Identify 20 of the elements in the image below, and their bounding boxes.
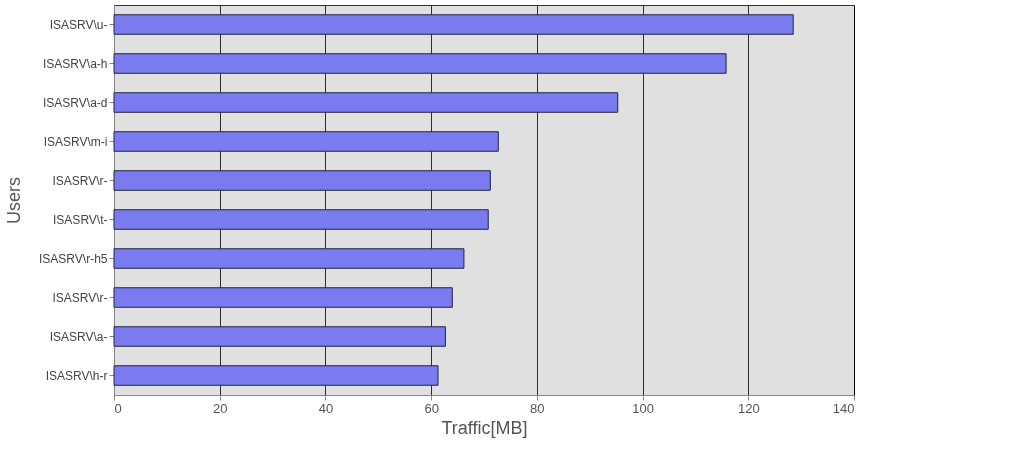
y-axis-title: Users [4,176,25,225]
y-tick-label: ISASRV\u- [49,17,108,32]
y-tick-label: ISASRV\m-i [43,134,108,149]
x-axis-title: Traffic[MB] [441,417,528,438]
x-tick-label: 20 [212,400,228,416]
x-tick-label: 0 [114,400,122,416]
y-tick-label: ISASRV\r- [52,173,108,188]
x-tick-label: 80 [530,400,545,416]
x-tick-label: 140 [832,400,855,416]
x-tick-label: 40 [318,400,334,416]
y-tick-label: ISASRV\a-h [43,56,108,71]
x-tick-label: 60 [424,400,439,416]
y-tick-label: ISASRV\h-r [45,368,108,383]
y-tick-label: ISASRV\t- [53,212,108,227]
y-tick-label: ISASRV\r-h5 [39,251,108,266]
y-tick-label: ISASRV\a-d [43,95,108,110]
x-tick-label: 100 [632,400,654,416]
y-tick-label: ISASRV\a- [49,329,108,344]
x-tick-label: 120 [737,400,760,416]
y-tick-label: ISASRV\r- [52,290,108,305]
